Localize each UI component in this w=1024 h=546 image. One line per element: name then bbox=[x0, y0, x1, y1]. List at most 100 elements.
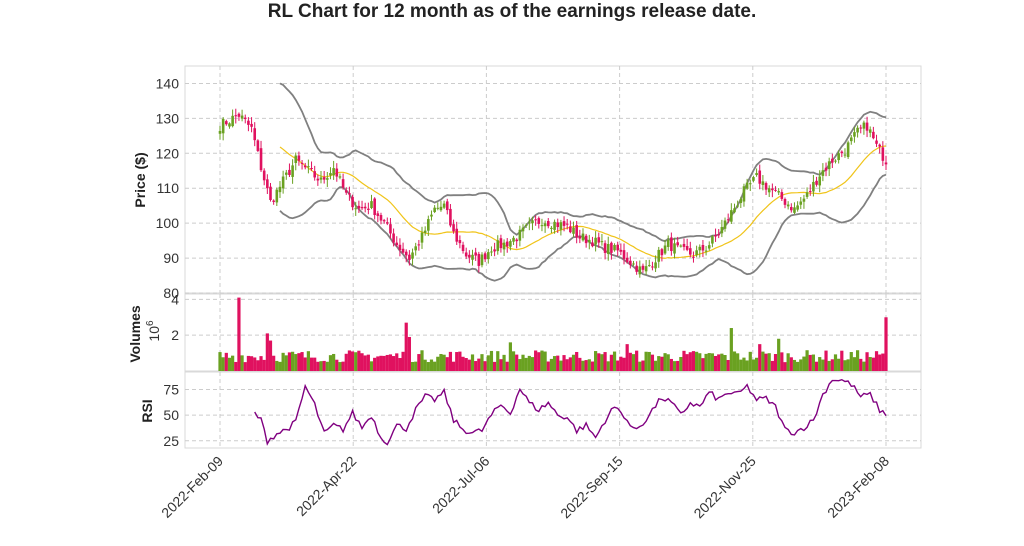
candle bbox=[824, 162, 828, 177]
candle-body bbox=[777, 191, 780, 193]
volume-bar bbox=[663, 353, 667, 371]
volume-bar bbox=[417, 354, 421, 371]
candle bbox=[843, 148, 847, 158]
rsi-panel bbox=[184, 371, 922, 449]
volume-tick-label: 4 bbox=[171, 291, 179, 307]
volume-bar bbox=[723, 355, 727, 371]
volume-bar bbox=[818, 357, 822, 371]
volume-bar bbox=[366, 354, 370, 371]
volume-bar bbox=[234, 361, 238, 371]
candle bbox=[748, 179, 752, 191]
volume-bar bbox=[511, 351, 516, 371]
volume-bar bbox=[865, 352, 869, 371]
candle-body bbox=[395, 242, 399, 246]
candle bbox=[663, 239, 667, 255]
candle bbox=[651, 261, 654, 271]
candle-body bbox=[808, 191, 812, 193]
candle-body bbox=[663, 245, 667, 254]
candle-body bbox=[250, 123, 253, 127]
candle-body bbox=[496, 240, 500, 252]
candle bbox=[780, 189, 784, 201]
candle-body bbox=[594, 237, 597, 245]
volume-bar bbox=[691, 351, 696, 371]
candle bbox=[303, 162, 307, 170]
volume-bar bbox=[246, 355, 251, 371]
volume-bar bbox=[587, 359, 591, 371]
volume-bar bbox=[265, 333, 269, 371]
candle bbox=[692, 251, 695, 263]
volume-bar bbox=[852, 357, 857, 371]
candle bbox=[275, 187, 279, 207]
candle bbox=[581, 228, 585, 242]
candle bbox=[546, 218, 550, 229]
volume-bar bbox=[357, 350, 361, 371]
candle bbox=[307, 159, 310, 174]
candle bbox=[562, 216, 566, 232]
volume-bar bbox=[398, 358, 402, 371]
candle-body bbox=[565, 223, 569, 225]
volume-bar bbox=[313, 357, 317, 371]
candle bbox=[761, 175, 765, 191]
candle-body bbox=[382, 220, 386, 222]
candle bbox=[417, 239, 421, 251]
volume-bar bbox=[515, 354, 519, 371]
candle-body bbox=[247, 120, 250, 125]
candle bbox=[297, 151, 301, 166]
candle-body bbox=[726, 219, 730, 221]
volume-bar bbox=[736, 353, 740, 371]
volume-bar bbox=[231, 355, 235, 371]
volume-bar bbox=[227, 357, 232, 371]
candle bbox=[606, 236, 610, 261]
candle bbox=[790, 203, 793, 213]
volume-bar bbox=[303, 357, 307, 371]
candle-body bbox=[581, 233, 585, 241]
volume-bar bbox=[761, 351, 765, 371]
volume-bar bbox=[354, 352, 358, 371]
candle bbox=[225, 119, 228, 126]
candle-body bbox=[531, 220, 534, 224]
candle bbox=[300, 159, 304, 170]
candle bbox=[565, 218, 569, 230]
candle-body bbox=[291, 165, 294, 177]
volume-bar bbox=[480, 354, 484, 371]
candle-body bbox=[786, 204, 790, 207]
candle-body bbox=[392, 233, 395, 243]
volume-bar bbox=[470, 354, 475, 371]
volume-bar bbox=[676, 360, 680, 371]
volume-bar bbox=[862, 361, 866, 371]
candle bbox=[670, 232, 673, 256]
candle bbox=[493, 242, 496, 257]
candle bbox=[452, 219, 455, 234]
volume-bar bbox=[486, 355, 490, 371]
volume-bar bbox=[805, 350, 809, 371]
volume-bar bbox=[707, 353, 711, 371]
volume-scale-exponent: 6 bbox=[145, 320, 156, 326]
candle bbox=[726, 213, 730, 224]
volume-bar bbox=[483, 361, 487, 371]
candle bbox=[635, 261, 638, 275]
volume-bar bbox=[341, 361, 345, 371]
price-tick-label: 100 bbox=[156, 215, 180, 231]
volume-bar bbox=[786, 353, 790, 371]
candle bbox=[584, 233, 588, 248]
price-tick-label: 110 bbox=[157, 180, 180, 196]
candle bbox=[685, 238, 689, 252]
candle bbox=[805, 187, 809, 199]
candle bbox=[572, 221, 575, 237]
candle bbox=[613, 243, 616, 252]
candle-body bbox=[370, 201, 373, 209]
candle bbox=[875, 134, 878, 148]
candle-body bbox=[597, 237, 601, 243]
candle bbox=[509, 239, 512, 251]
candle-body bbox=[322, 177, 326, 180]
volume-bar bbox=[436, 356, 440, 371]
candle bbox=[420, 226, 424, 249]
candle-body bbox=[518, 229, 522, 241]
candle bbox=[474, 247, 477, 261]
candle bbox=[777, 188, 780, 196]
volume-bar bbox=[474, 361, 478, 371]
volume-bar bbox=[401, 351, 405, 371]
candle bbox=[537, 216, 541, 229]
candle-body bbox=[367, 208, 370, 210]
